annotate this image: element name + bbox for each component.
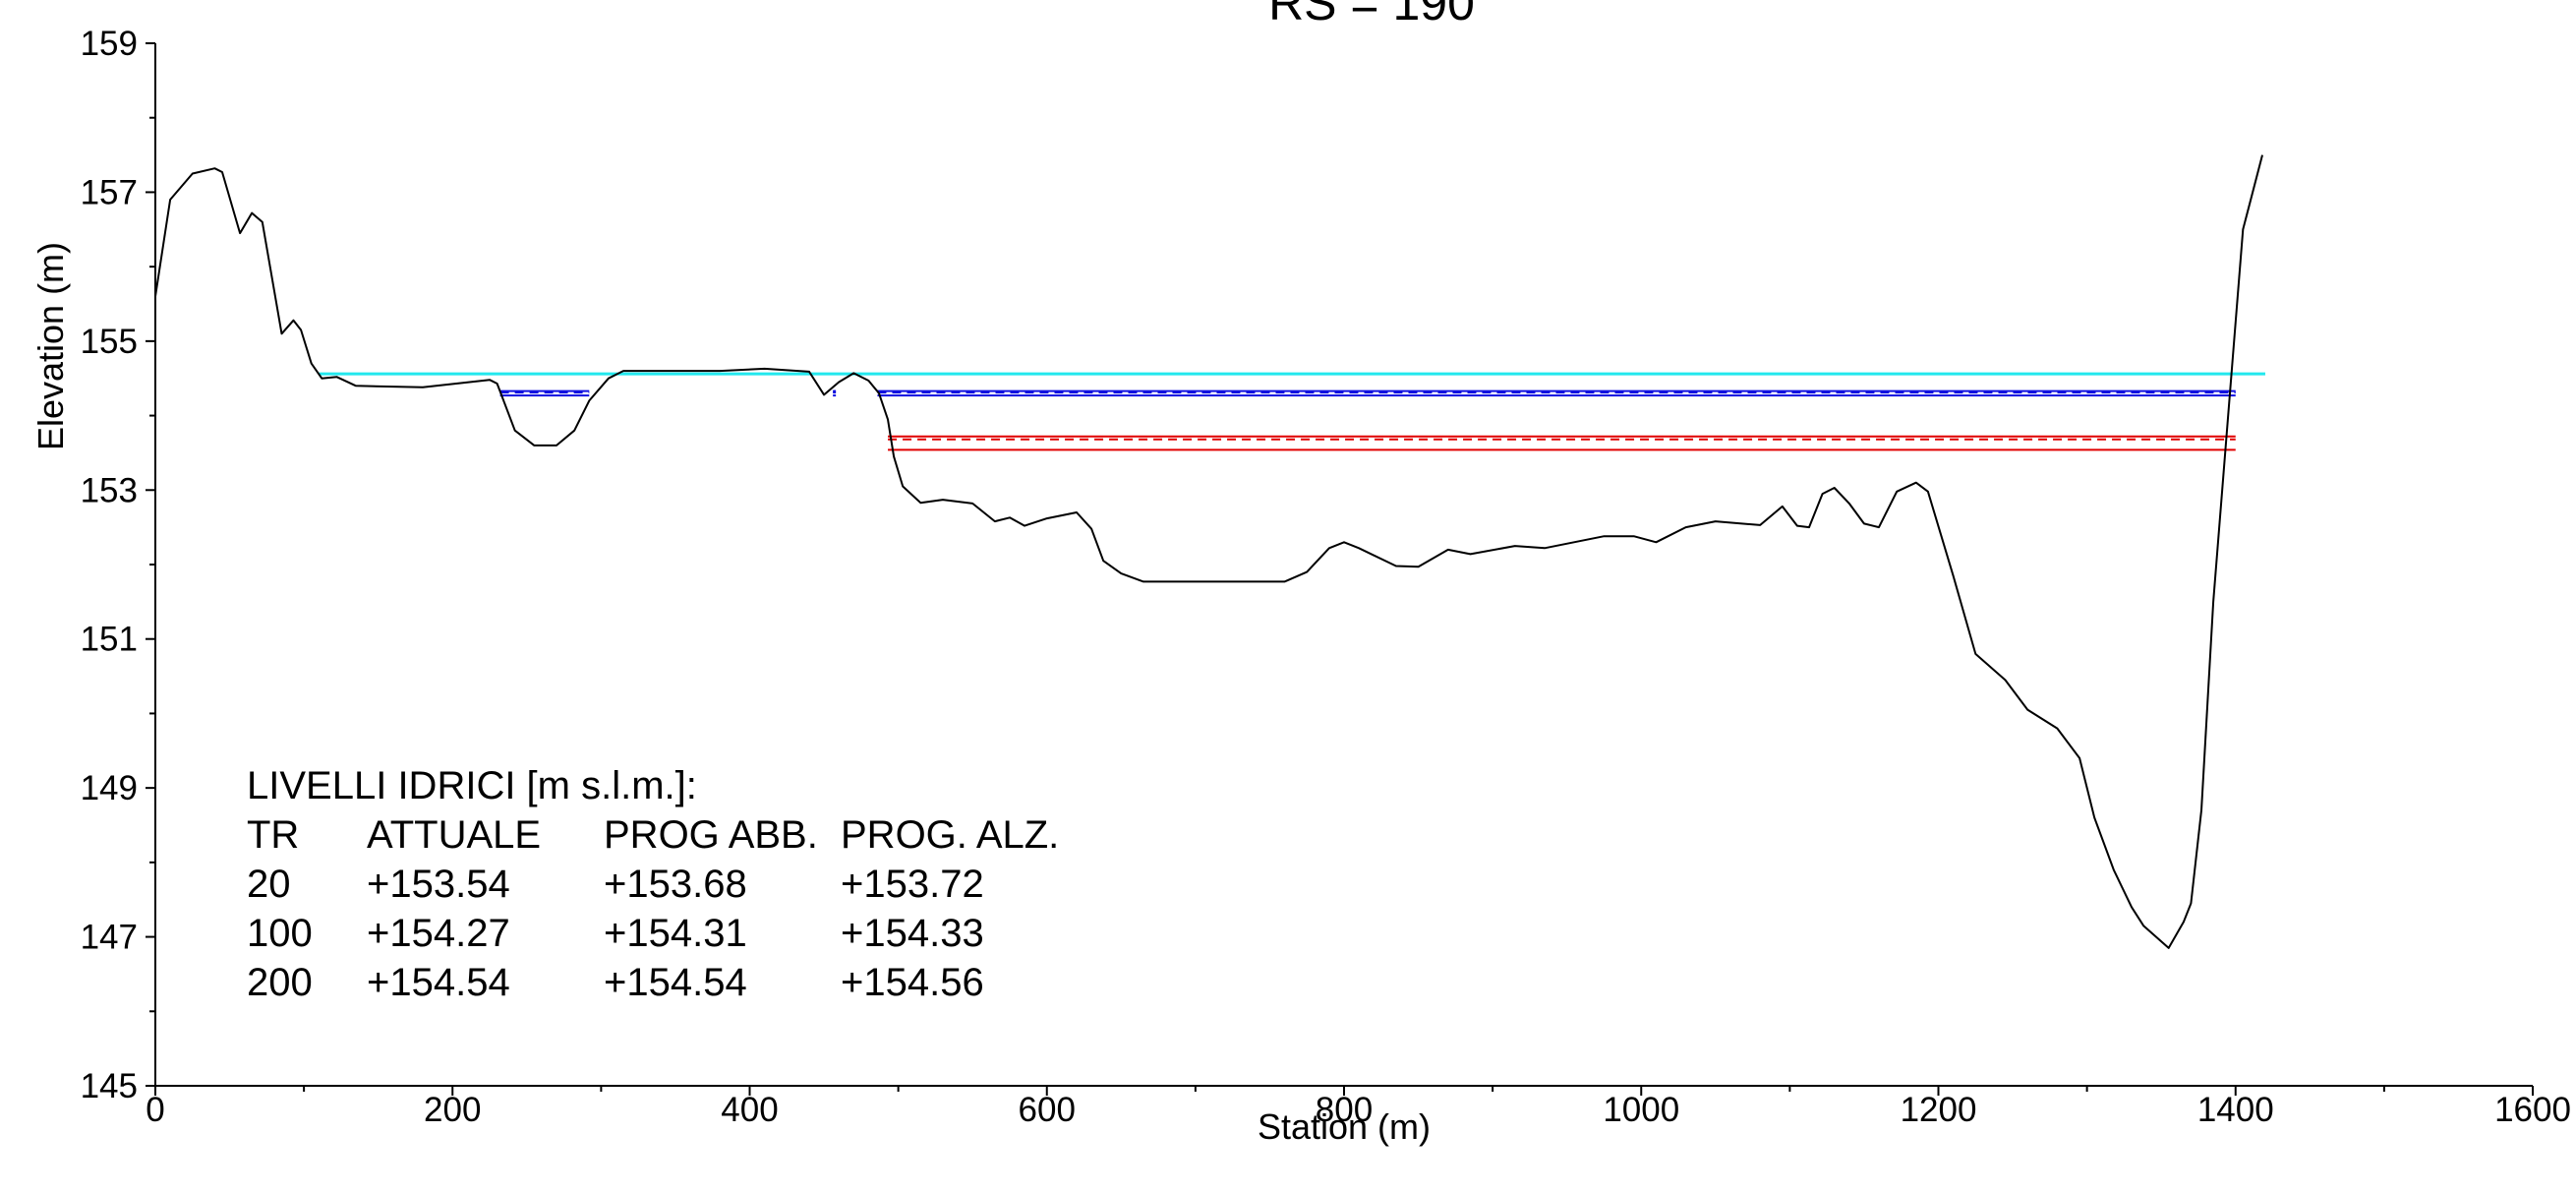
chart-title: RS = 190 bbox=[1268, 0, 1475, 30]
y-tick-label: 155 bbox=[81, 323, 138, 361]
y-axis-title: Elevation (m) bbox=[30, 242, 71, 450]
water-level-table: LIVELLI IDRICI [m s.l.m.]: TR ATTUALE PROG… bbox=[247, 764, 1059, 1004]
y-tick-label: 151 bbox=[81, 621, 138, 659]
y-tick-label: 149 bbox=[81, 769, 138, 807]
y-tick-label: 145 bbox=[81, 1067, 138, 1105]
table-column-header: TR bbox=[247, 813, 299, 857]
table-column-header: PROG. ALZ. bbox=[841, 813, 1059, 857]
x-tick-label: 1400 bbox=[2197, 1091, 2274, 1129]
terrain-profile bbox=[154, 154, 2263, 949]
y-tick-label: 147 bbox=[81, 919, 138, 957]
table-cell: +153.72 bbox=[841, 863, 984, 906]
table-heading: LIVELLI IDRICI [m s.l.m.]: bbox=[247, 764, 697, 807]
x-tick-label: 400 bbox=[721, 1091, 778, 1129]
table-column-header: ATTUALE bbox=[367, 813, 541, 857]
x-tick-label: 1600 bbox=[2494, 1091, 2571, 1129]
table-cell: +154.54 bbox=[604, 961, 747, 1004]
table-cell: +153.54 bbox=[367, 863, 510, 906]
x-tick-label: 200 bbox=[424, 1091, 481, 1129]
table-cell: +154.27 bbox=[367, 912, 510, 955]
y-ticks: 145 147 149 151 153 155 157 159 bbox=[81, 25, 155, 1105]
table-cell: 200 bbox=[247, 961, 313, 1004]
water-levels bbox=[319, 372, 2265, 451]
table-cell: 20 bbox=[247, 863, 291, 906]
table-cell: +153.68 bbox=[604, 863, 747, 906]
x-tick-label: 600 bbox=[1019, 1091, 1076, 1129]
x-axis-title: Station (m) bbox=[1258, 1106, 1431, 1147]
y-tick-label: 157 bbox=[81, 173, 138, 211]
table-column-header: PROG ABB. bbox=[604, 813, 818, 857]
x-tick-label: 1200 bbox=[1901, 1091, 1977, 1129]
y-tick-label: 153 bbox=[81, 471, 138, 509]
table-cell: +154.31 bbox=[604, 912, 747, 955]
x-tick-label: 800 bbox=[1316, 1091, 1373, 1129]
y-tick-label: 159 bbox=[81, 25, 138, 63]
x-tick-label: 0 bbox=[146, 1091, 164, 1129]
terrain-line bbox=[154, 154, 2263, 949]
x-tick-label: 1000 bbox=[1603, 1091, 1679, 1129]
table-cell: +154.56 bbox=[841, 961, 984, 1004]
table-cell: 100 bbox=[247, 912, 313, 955]
x-ticks: 0 200 400 600 800 1000 1200 1400 1600 bbox=[146, 1086, 2571, 1129]
table-cell: +154.54 bbox=[367, 961, 510, 1004]
table-cell: +154.33 bbox=[841, 912, 984, 955]
